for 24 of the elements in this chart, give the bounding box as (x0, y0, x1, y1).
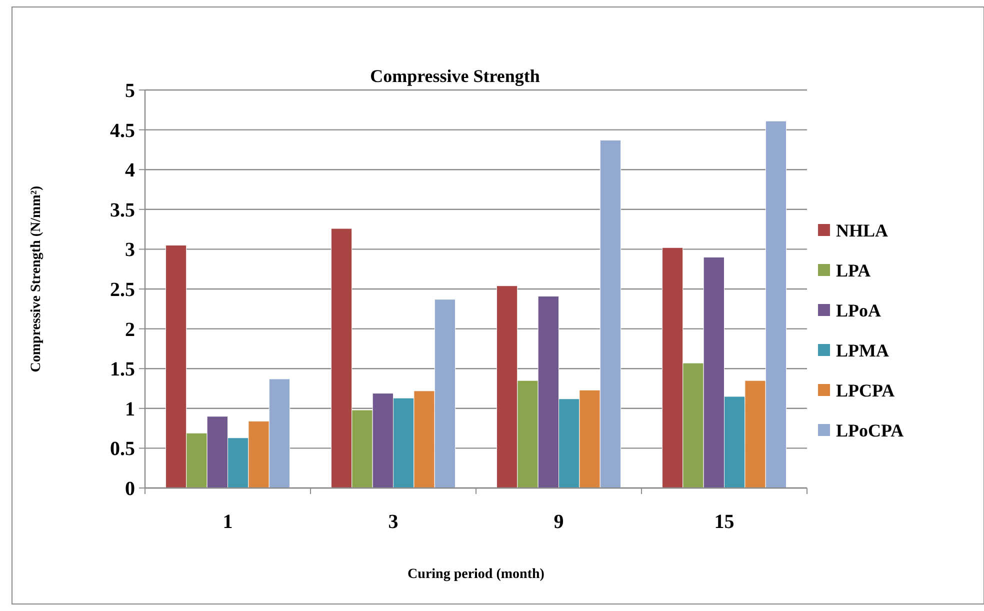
legend-label: LPoCPA (836, 420, 904, 440)
y-tick-label: 1.5 (110, 358, 135, 381)
x-tick-label: 3 (388, 511, 398, 533)
y-tick-label: 0 (125, 478, 135, 500)
x-axis-title: Curing period (month) (408, 567, 545, 582)
chart-title: Compressive Strength (370, 66, 540, 86)
legend-label: LPoA (836, 300, 881, 320)
y-tick-label: 4.5 (110, 120, 135, 142)
y-axis-title: Compressive Strength (N/mm²) (29, 185, 44, 372)
y-tick-label: 3.5 (110, 199, 135, 222)
legend-label: LPA (836, 260, 871, 280)
y-tick-label: 0.5 (110, 438, 135, 460)
y-tick-label: 3 (125, 239, 135, 262)
y-tick-label: 5 (125, 80, 135, 102)
legend-label: LPMA (836, 340, 889, 360)
y-tick-label: 4 (125, 160, 135, 182)
x-tick-label: 15 (714, 511, 734, 533)
legend-label: NHLA (836, 220, 888, 240)
y-tick-label: 1 (125, 398, 135, 420)
legend-label: LPCPA (836, 380, 895, 400)
y-tick-label: 2 (125, 318, 135, 341)
x-tick-label: 9 (554, 511, 564, 533)
y-tick-label: 2.5 (110, 279, 135, 301)
x-tick-label: 1 (222, 511, 233, 533)
